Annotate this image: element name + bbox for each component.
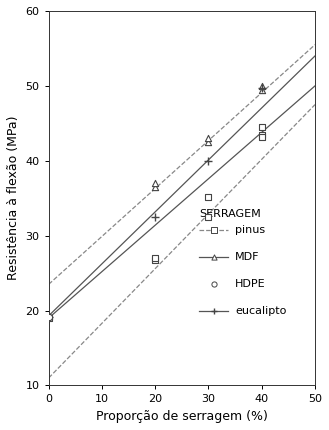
Point [153, 256, 158, 263]
Text: HDPE: HDPE [235, 279, 266, 289]
Point [153, 255, 158, 261]
Point [46, 314, 51, 321]
Point [206, 193, 211, 200]
Point [206, 138, 211, 145]
X-axis label: Proporção de serragem (%): Proporção de serragem (%) [96, 410, 268, 423]
Point [259, 83, 265, 89]
Point [259, 133, 265, 140]
Text: pinus: pinus [235, 225, 265, 235]
Text: MDF: MDF [235, 252, 260, 262]
Point [153, 213, 158, 220]
Point [46, 315, 51, 322]
Point [206, 135, 211, 142]
Point [153, 184, 158, 190]
Point [259, 123, 265, 130]
Y-axis label: Resistência à flexão (MPa): Resistência à flexão (MPa) [7, 116, 20, 280]
Point [206, 157, 211, 164]
Point [259, 85, 265, 92]
Point [259, 86, 265, 93]
Point [153, 180, 158, 187]
Text: eucalipto: eucalipto [235, 306, 287, 316]
Point [206, 213, 211, 220]
Point [46, 312, 51, 319]
Point [46, 313, 51, 320]
Text: SERRAGEM: SERRAGEM [199, 209, 261, 219]
Point [259, 131, 265, 138]
